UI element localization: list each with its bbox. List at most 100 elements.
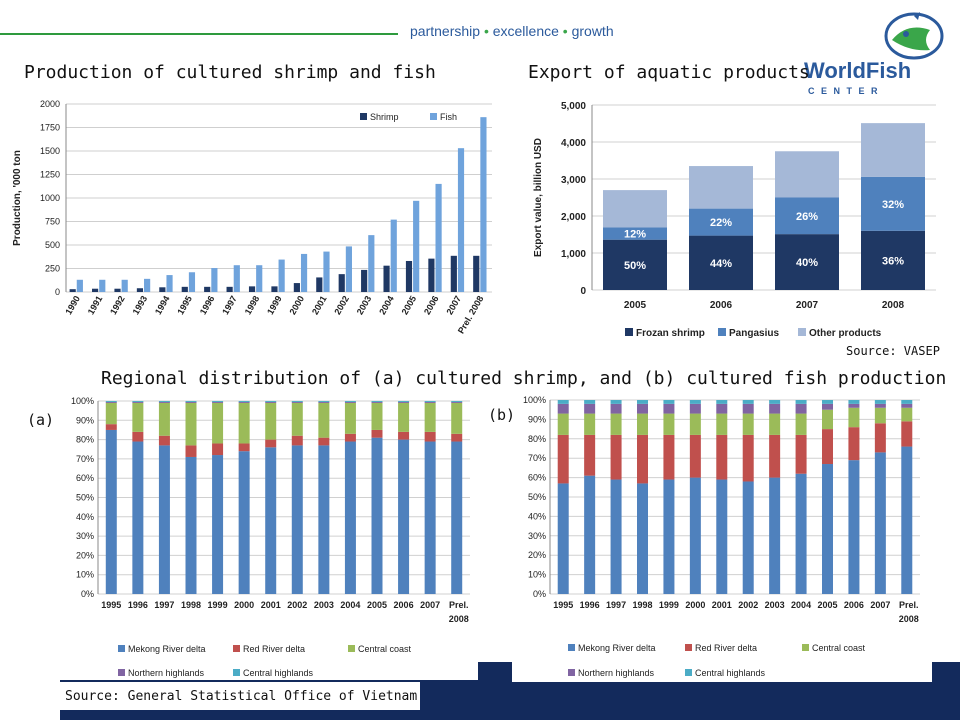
bar-segment	[637, 413, 648, 435]
source-box	[56, 682, 420, 710]
y-tick-label: 0	[580, 286, 586, 297]
x-tick-label: 1996	[580, 600, 600, 610]
bar-segment	[344, 433, 356, 442]
bar-segment	[265, 402, 277, 440]
y-tick-label: 30%	[528, 531, 546, 541]
bar-segment	[848, 407, 860, 428]
x-tick-label: Prel.	[899, 600, 919, 610]
y-tick-label: 90%	[76, 415, 94, 425]
bar-segment	[637, 483, 648, 594]
bar-segment	[769, 400, 781, 404]
y-tick-label: 80%	[528, 434, 546, 444]
bar-shrimp	[92, 288, 99, 292]
bar-segment	[185, 401, 197, 403]
legend-label: Mekong River delta	[128, 644, 206, 654]
bar-segment	[318, 401, 330, 403]
x-tick-label: 1999	[659, 600, 679, 610]
x-tick-label: 2005	[367, 600, 387, 610]
y-tick-label: 1000	[40, 193, 60, 203]
legend-label: Mekong River delta	[578, 643, 656, 653]
bar-segment	[874, 403, 886, 408]
bar-segment	[610, 434, 622, 480]
legend-label: Pangasius	[729, 328, 779, 339]
bar-segment	[238, 401, 250, 403]
bar-segment	[861, 176, 925, 231]
bar-segment	[775, 234, 839, 290]
x-tick-label: 1998	[243, 294, 262, 316]
bar-segment	[371, 401, 383, 403]
bar-segment	[158, 402, 170, 436]
bar-fish	[345, 246, 352, 292]
bar-segment	[105, 402, 117, 425]
bar-segment	[822, 464, 833, 594]
bar-segment	[861, 123, 925, 177]
bar-segment	[371, 437, 383, 594]
worldfish-logo: WorldFish C E N T E R	[804, 12, 944, 96]
bar-segment	[689, 208, 753, 236]
y-tick-label: 50%	[528, 492, 546, 502]
bar-segment	[742, 481, 754, 594]
bar-fish	[278, 259, 285, 292]
bar-segment	[848, 460, 860, 594]
regional-fish-chart: 0% 10% 20% 30% 40% 50% 60% 70% 80% 90% 100% 1995 199…	[512, 392, 932, 682]
bar-segment	[291, 401, 303, 403]
x-tick-label: 2001	[310, 294, 329, 316]
tagline-excellence: excellence	[492, 23, 559, 39]
bar-fish	[144, 278, 151, 292]
bar-segment	[822, 400, 833, 404]
x-tick-label: 2001	[712, 600, 732, 610]
bar-segment	[158, 401, 170, 402]
bar-segment	[557, 483, 569, 594]
x-tick-label: 2001	[261, 600, 281, 610]
bar-segment	[769, 403, 781, 414]
x-tick-label: 1995	[101, 600, 121, 610]
bar-fish	[323, 251, 330, 292]
bar-segment	[344, 402, 356, 434]
y-tick-label: 30%	[76, 531, 94, 541]
bar-fish	[256, 265, 263, 292]
bar-segment	[822, 429, 833, 465]
bar-segment	[663, 403, 675, 414]
bar-segment	[398, 401, 410, 402]
bar-segment	[344, 441, 356, 594]
fish-globe-icon	[884, 12, 944, 60]
data-label: 22%	[710, 217, 732, 229]
bar-segment	[901, 400, 913, 404]
bar-segment	[344, 401, 356, 402]
x-tick-label: 1998	[632, 600, 652, 610]
y-tick-label: 500	[45, 240, 60, 250]
bar-segment	[663, 400, 675, 404]
bar-segment	[848, 427, 860, 461]
bar-segment	[212, 443, 224, 456]
bar-segment	[584, 400, 596, 404]
bar-segment	[265, 439, 277, 448]
bar-shrimp	[204, 286, 211, 292]
y-tick-label: 50%	[76, 493, 94, 503]
y-tick-label: 1500	[40, 146, 60, 156]
tagline-growth: growth	[571, 23, 614, 39]
production-title: Production of cultured shrimp and fish	[24, 62, 436, 83]
bar-segment	[265, 401, 277, 402]
legend-swatch	[802, 644, 809, 651]
x-tick-label: 2003	[765, 600, 785, 610]
bar-segment	[238, 402, 250, 444]
legend-label: Northern highlands	[128, 668, 205, 678]
bar-segment	[584, 475, 596, 594]
bar-segment	[212, 401, 224, 402]
legend-label: Other products	[809, 328, 882, 339]
x-tick-label: 2003	[314, 600, 334, 610]
x-tick-label: 2002	[287, 600, 307, 610]
x-tick-label: 2006	[394, 600, 414, 610]
bar-segment	[424, 431, 436, 442]
legend-swatch	[625, 328, 633, 336]
data-label: 12%	[624, 229, 646, 241]
bar-segment	[716, 400, 728, 404]
bar-segment	[424, 441, 436, 594]
bar-segment	[689, 434, 701, 478]
legend-label: Red River delta	[243, 644, 305, 654]
bar-segment	[663, 479, 675, 594]
bar-segment	[689, 400, 701, 404]
y-tick-label: 3,000	[561, 175, 586, 186]
y-axis-label: Export value, billion USD	[533, 138, 544, 257]
bar-segment	[132, 441, 144, 594]
